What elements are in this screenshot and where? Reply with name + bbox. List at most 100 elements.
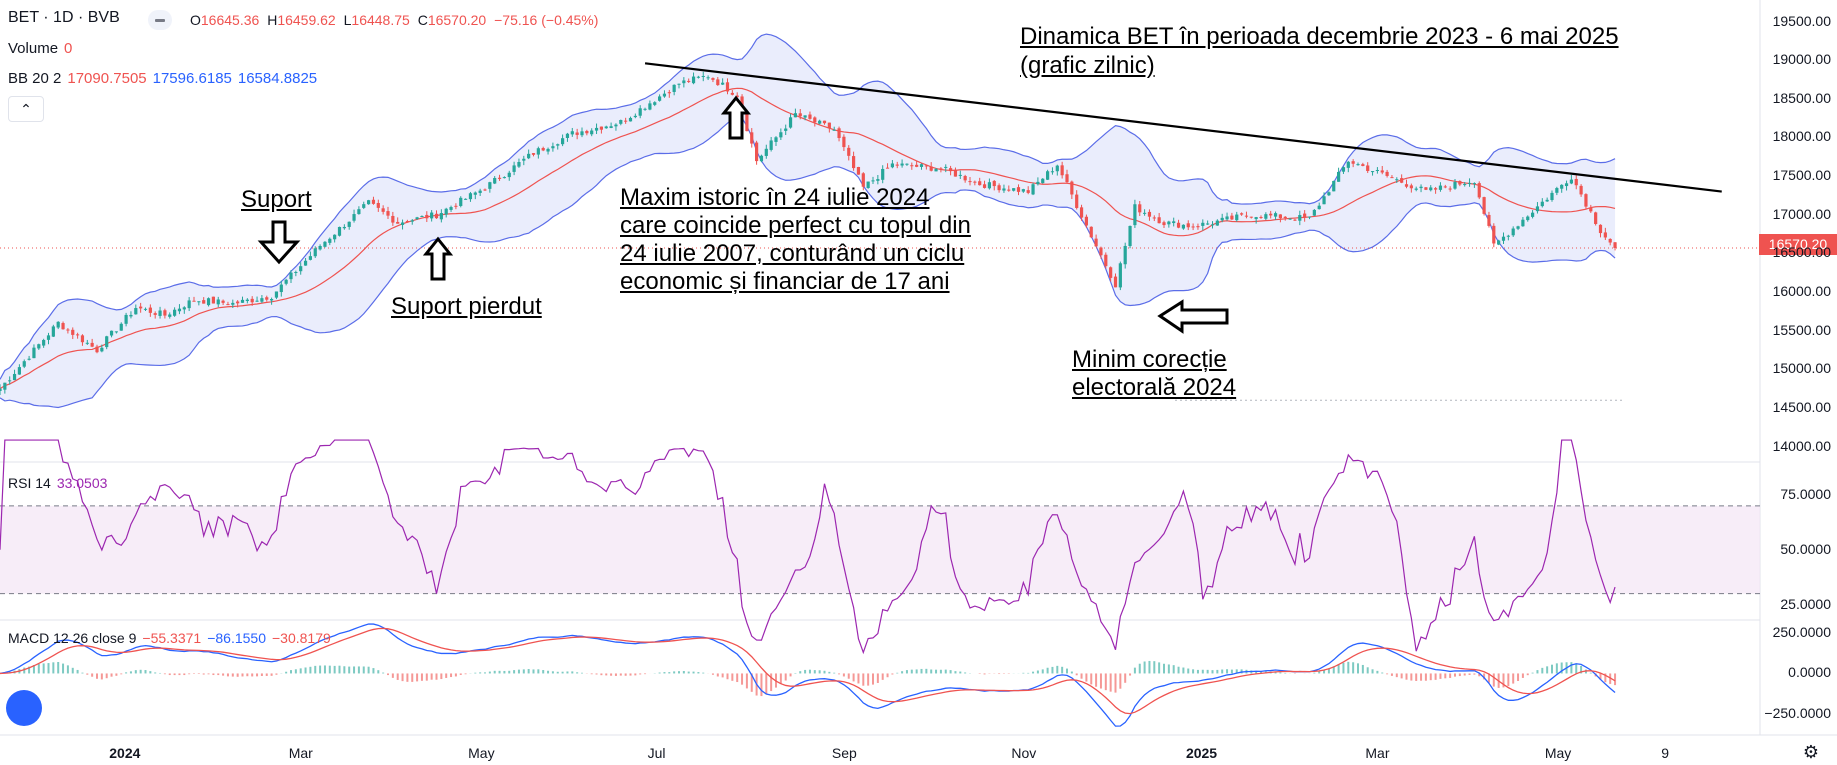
symbol-title[interactable]: BET · 1D · BVB [8, 9, 120, 26]
candle-body [255, 300, 259, 302]
candle-body [1050, 171, 1055, 173]
candle-body [1322, 196, 1326, 205]
macd-histogram-bar [872, 673, 874, 685]
candle-body [910, 165, 914, 167]
signal-line [0, 627, 1616, 715]
macd-histogram-bar [76, 669, 79, 674]
time-tick-label: Sep [831, 745, 857, 761]
macd-histogram-bar [542, 670, 545, 674]
macd-histogram-bar [765, 673, 768, 695]
candle-body [434, 213, 439, 219]
chevron-up-icon: ⌃ [20, 101, 32, 117]
candle-body [22, 361, 26, 367]
macd-histogram-bar [1604, 673, 1607, 683]
macd-histogram-bar [1468, 673, 1471, 675]
candle-body [1012, 188, 1016, 191]
macd-histogram-bar [202, 673, 205, 675]
candle-body [1099, 247, 1103, 256]
macd-histogram-bar [304, 667, 307, 674]
macd-legend[interactable]: MACD 12 26 close 9 −55.3371 −86.1550 −30.81… [8, 630, 337, 646]
macd-histogram-bar [673, 671, 676, 674]
candle-body [1598, 224, 1603, 234]
macd-histogram-bar [726, 673, 729, 680]
macd-histogram-bar [556, 671, 559, 674]
macd-histogram-bar [168, 673, 171, 676]
macd-histogram-bar [1420, 673, 1423, 681]
macd-histogram-bar [445, 673, 448, 678]
candle-body [793, 113, 797, 118]
candle-body [764, 148, 768, 156]
last-price-tag: 16570.20 [1759, 234, 1837, 255]
candle-body [464, 198, 468, 200]
macd-histogram-bar [750, 673, 753, 692]
macd-histogram-bar [1371, 669, 1374, 674]
bb-legend[interactable]: BB 20 2 17090.7505 17596.6185 16584.8825 [8, 70, 323, 87]
candle-body [8, 380, 12, 382]
macd-histogram-bar [450, 673, 453, 678]
candle-body [1434, 188, 1438, 190]
candle-body [822, 120, 827, 124]
candle-body [1351, 161, 1355, 164]
macd-histogram-bar [1114, 673, 1117, 693]
volume-legend[interactable]: Volume 0 [8, 40, 78, 57]
candle-body [536, 148, 540, 155]
candle-body [677, 83, 681, 85]
candle-body [1564, 183, 1569, 187]
macd-histogram-bar [959, 671, 962, 674]
candle-body [1589, 207, 1593, 212]
candle-body [483, 189, 487, 191]
macd-histogram-bar [115, 673, 118, 676]
candle-body [1477, 183, 1481, 198]
macd-tick-label: −250.0000 [1764, 704, 1831, 721]
price-tick-label: 19500.00 [1772, 12, 1831, 29]
macd-histogram-bar [1153, 661, 1156, 674]
macd-histogram-bar [823, 670, 826, 674]
candle-body [143, 308, 148, 310]
macd-histogram-bar [1521, 673, 1524, 678]
candle-body [1540, 201, 1544, 207]
candle-body [1133, 204, 1137, 226]
tradingview-logo-icon[interactable] [6, 690, 42, 726]
macd-histogram-bar [1148, 660, 1151, 674]
candle-body [730, 92, 734, 95]
candle-body [177, 308, 182, 312]
candle-body [444, 208, 448, 215]
macd-histogram-bar [241, 673, 244, 677]
candle-body [1283, 216, 1287, 219]
candle-body [1516, 226, 1520, 229]
candle-body [51, 326, 55, 337]
candle-body [240, 299, 245, 303]
macd-histogram-bar [1075, 673, 1078, 676]
macd-histogram-bar [290, 670, 292, 674]
macd-histogram-bar [547, 670, 550, 674]
macd-histogram-bar [1352, 662, 1355, 674]
candle-body [502, 177, 506, 179]
macd-histogram-bar [925, 668, 928, 674]
macd-histogram-bar [513, 670, 516, 674]
candle-body [386, 211, 390, 216]
macd-histogram-bar [62, 663, 65, 674]
rsi-legend[interactable]: RSI 14 33.0503 [8, 475, 113, 491]
macd-histogram-bar [1240, 669, 1243, 674]
candle-body [274, 291, 279, 298]
collapse-legend-button[interactable]: ⌃ [8, 96, 44, 122]
gear-icon[interactable]: ⚙ [1802, 742, 1819, 762]
macd-histogram-bar [1492, 673, 1495, 687]
rsi-label: RSI 14 [8, 475, 51, 491]
candle-body [939, 168, 943, 170]
macd-histogram-bar [1124, 673, 1127, 683]
macd-histogram-bar [527, 669, 530, 674]
candle-body [696, 76, 700, 78]
macd-histogram-bar [1589, 672, 1592, 674]
candle-body [755, 142, 759, 162]
candle-body [1264, 214, 1268, 219]
candle-body [682, 80, 686, 84]
macd-histogram-bar [1463, 673, 1466, 676]
macd-histogram-bar [1512, 673, 1515, 684]
symbol-options-button[interactable] [148, 10, 172, 30]
candle-body [1254, 217, 1258, 220]
chart-title-annotation: Dinamica BET în perioada decembrie 2023 … [1020, 22, 1619, 80]
candle-body [1128, 225, 1132, 247]
candle-body [32, 347, 36, 359]
